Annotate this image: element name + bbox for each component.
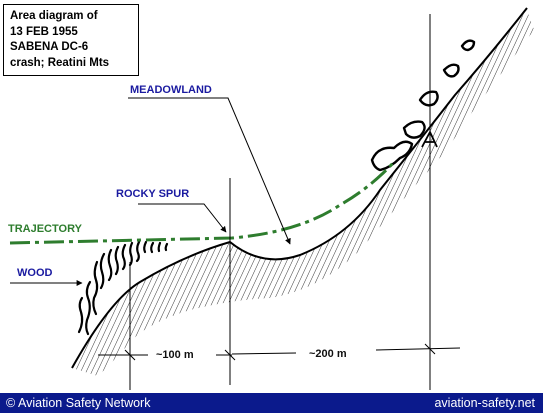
distance-200m-label: ~200 m: [309, 348, 347, 360]
dimension-200m: [231, 343, 461, 355]
distance-100m-label: ~100 m: [156, 349, 194, 361]
meadowland-leader: [128, 97, 291, 245]
leader-lines: [10, 97, 291, 286]
wood-label: WOOD: [17, 267, 53, 279]
footer-bar: © Aviation Safety Network aviation-safet…: [0, 393, 543, 413]
title-line: Area diagram of: [10, 10, 98, 22]
diagram-title-box: Area diagram of 13 FEB 1955 SABENA DC-6 …: [3, 4, 139, 76]
meadowland-label: MEADOWLAND: [130, 84, 212, 96]
rocky-spur-label: ROCKY SPUR: [116, 188, 190, 200]
ground-hatching: [72, 10, 534, 376]
site-link[interactable]: aviation-safety.net: [434, 396, 535, 410]
terrain-diagram: [9, 7, 534, 390]
rocky-spur-leader: [138, 203, 227, 233]
trajectory-label: TRAJECTORY: [8, 223, 82, 235]
wood-trees: [77, 240, 169, 336]
terrain-profile-line: [71, 7, 528, 369]
rocks: [370, 39, 476, 172]
title-line: crash; Reatini Mts: [10, 56, 110, 69]
copyright-text: © Aviation Safety Network: [6, 396, 151, 410]
title-line: 13 FEB 1955: [10, 25, 78, 38]
dimension-100m: [98, 349, 236, 361]
trajectory-line: [9, 160, 396, 245]
title-line: SABENA DC-6: [10, 41, 89, 53]
